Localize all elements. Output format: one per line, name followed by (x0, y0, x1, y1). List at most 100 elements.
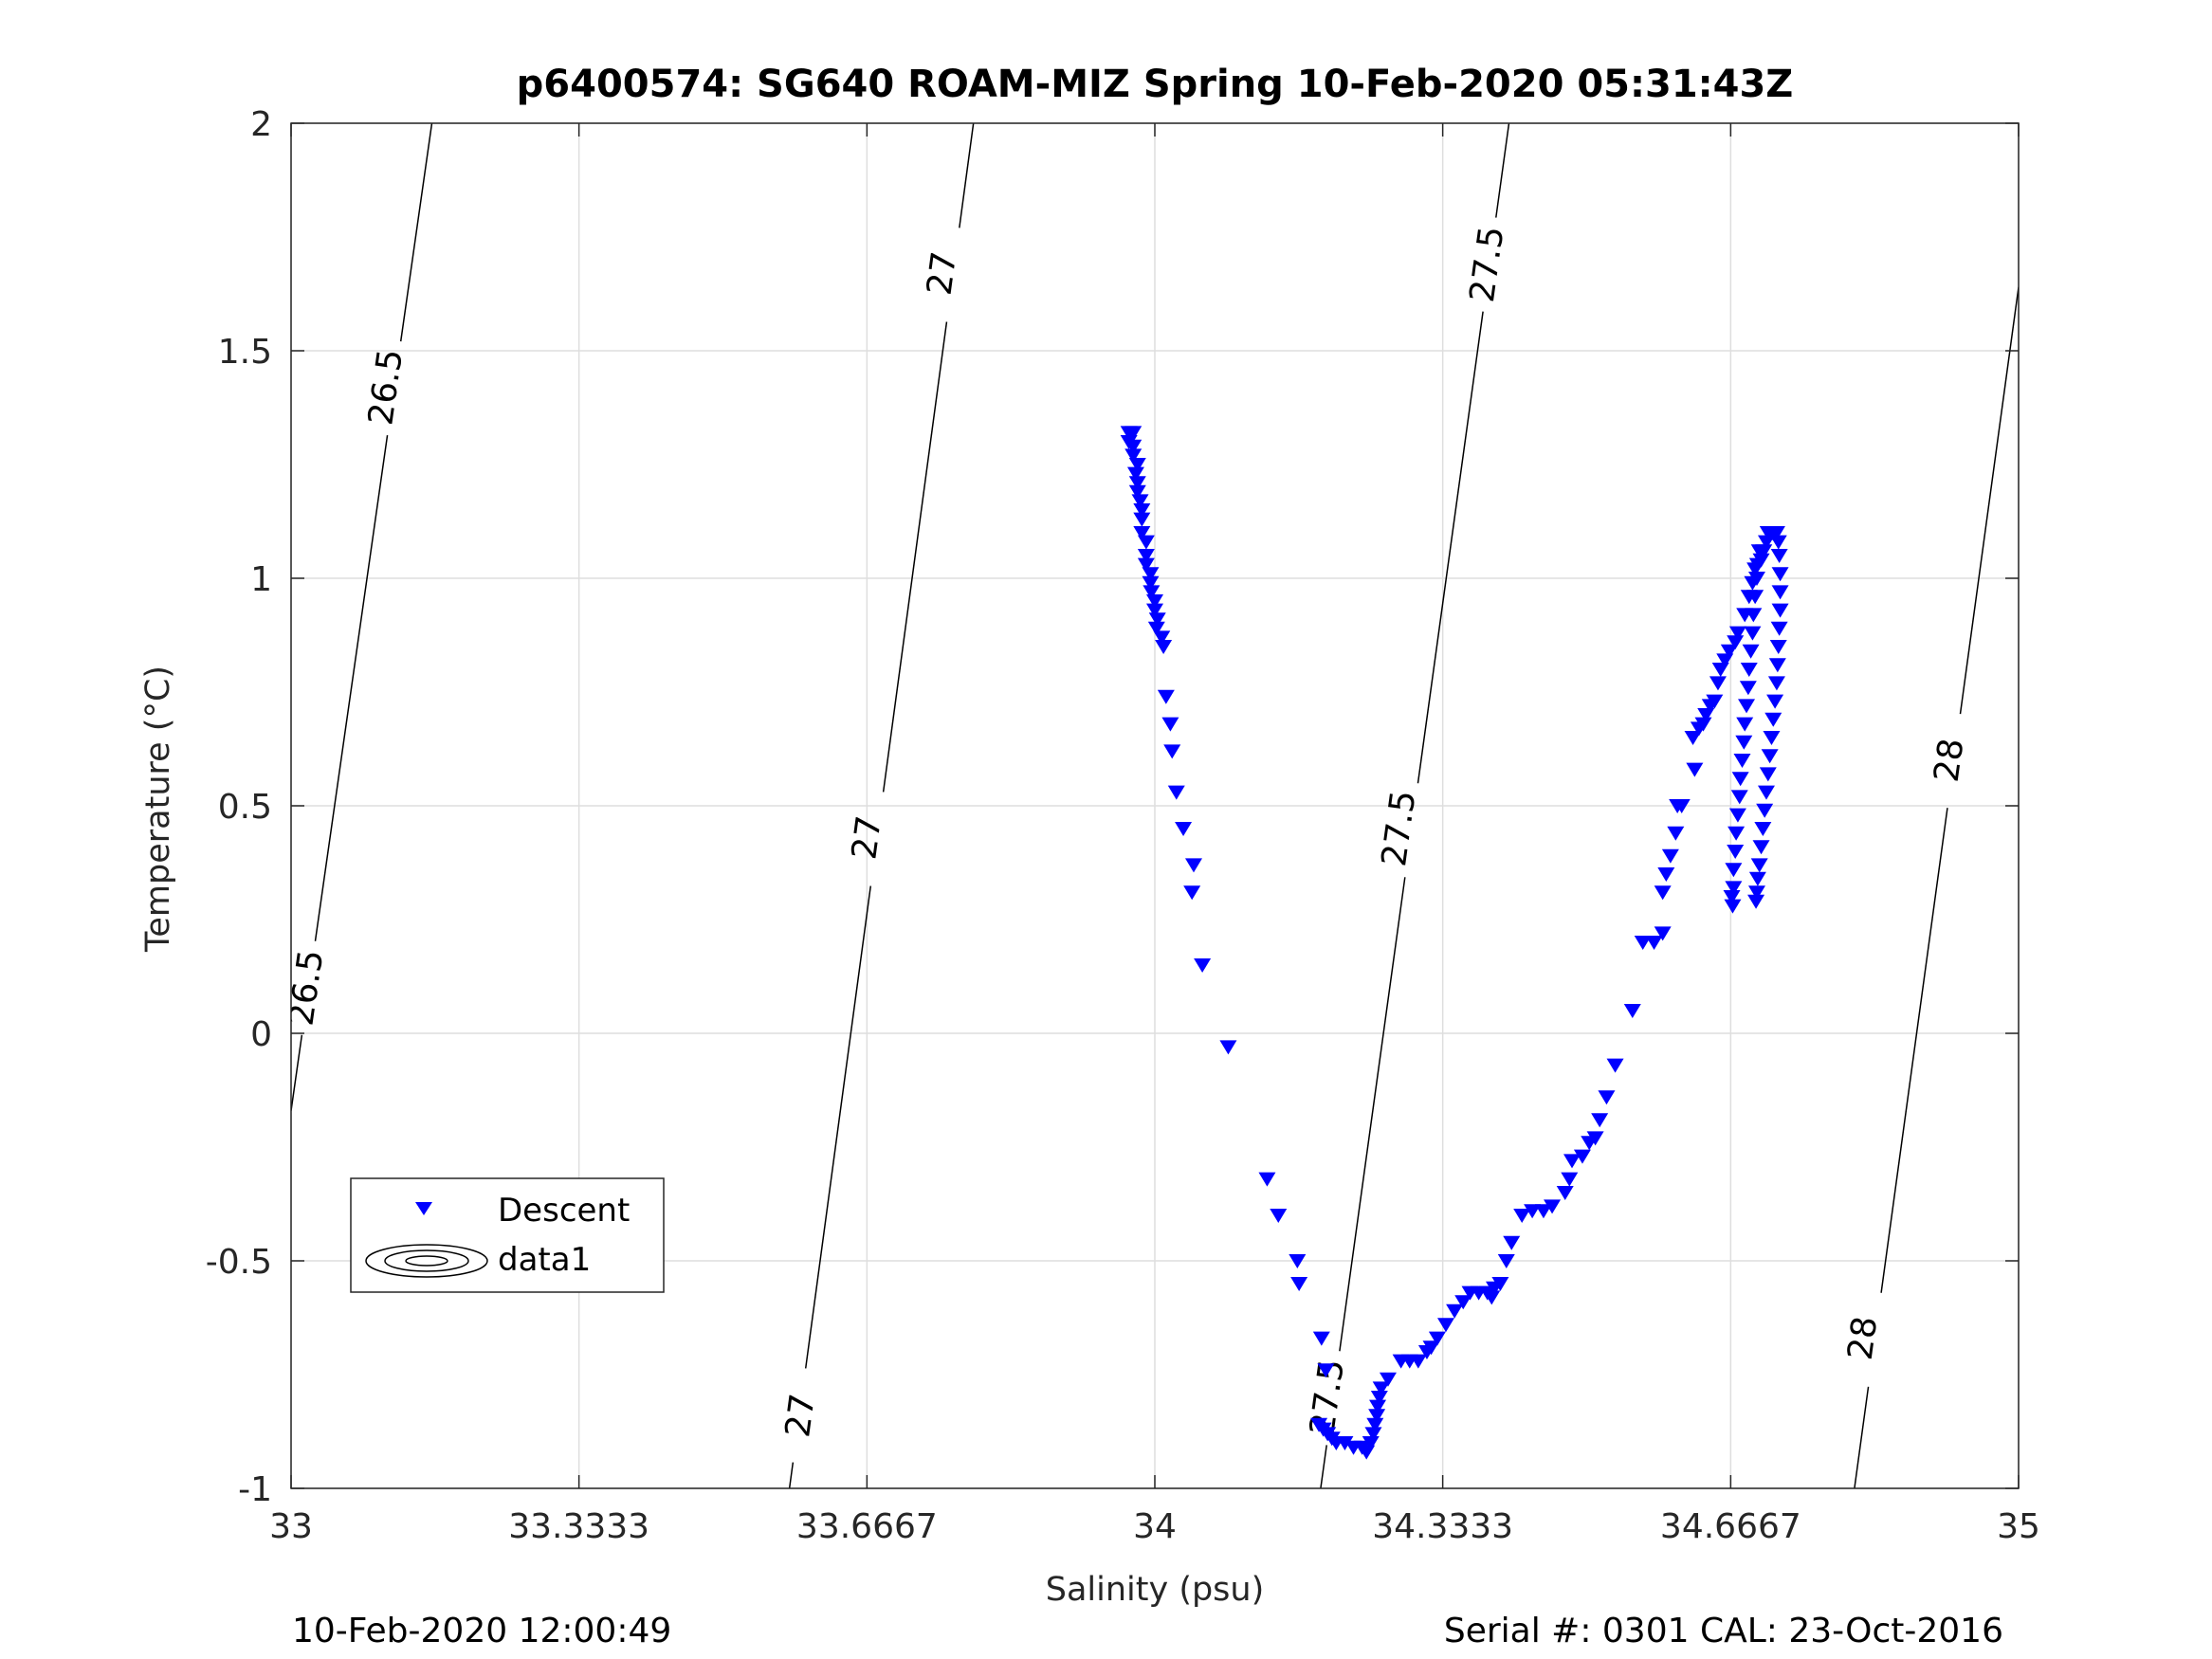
contour-28-segment-2 (1854, 1386, 1870, 1488)
descent-point (1128, 484, 1146, 500)
descent-point (1290, 1277, 1308, 1291)
footer-timestamp: 10-Feb-2020 12:00:49 (292, 1612, 671, 1650)
descent-point (1742, 644, 1760, 659)
descent-point (1770, 549, 1788, 563)
descent-point (1372, 1381, 1390, 1396)
descent-point (1606, 1058, 1624, 1073)
descent-point (1428, 1331, 1446, 1346)
descent-point (1706, 694, 1724, 709)
descent-point (1686, 762, 1704, 777)
descent-point (1524, 1204, 1542, 1219)
descent-point (1673, 799, 1691, 813)
x-tick-label: 34.6667 (1660, 1507, 1801, 1546)
y-tick-label: 0.5 (218, 788, 272, 827)
contour-27-segment-2 (804, 885, 872, 1369)
descent-point (1534, 1204, 1552, 1219)
descent-point (1146, 594, 1163, 609)
descent-point (1184, 858, 1202, 873)
descent-point (1143, 585, 1161, 600)
descent-point (1748, 557, 1766, 573)
descent-point (1491, 1277, 1509, 1291)
descent-point (1709, 676, 1727, 691)
descent-point (1563, 1154, 1581, 1169)
descent-point (1727, 845, 1745, 859)
descent-point (1752, 840, 1770, 855)
descent-point (1379, 1372, 1397, 1387)
descent-point (1167, 785, 1185, 800)
descent-point (1133, 526, 1151, 540)
descent-point (1219, 1040, 1237, 1055)
descent-point (1591, 1113, 1609, 1128)
descent-point (1422, 1340, 1440, 1356)
contour-label-27-1: 27 (845, 813, 889, 862)
y-tick-label: 1.5 (218, 333, 272, 372)
y-tick-label: 1 (250, 560, 272, 599)
descent-point (1694, 717, 1712, 732)
contour-28-segment-0 (1959, 286, 2019, 715)
descent-point (1728, 626, 1746, 641)
descent-point (1124, 426, 1143, 441)
x-tick-label: 33.6667 (796, 1507, 938, 1546)
descent-point (1317, 1363, 1335, 1378)
descent-point (1731, 772, 1749, 787)
legend-data1-label: data1 (498, 1241, 591, 1279)
descent-point (1720, 644, 1738, 659)
descent-point (1503, 1235, 1521, 1250)
x-tick-label: 33 (269, 1507, 313, 1546)
descent-point (1759, 767, 1777, 782)
descent-point (1409, 1354, 1427, 1369)
descent-point (1723, 890, 1741, 904)
descent-point (1364, 1427, 1382, 1442)
descent-point (1124, 448, 1143, 464)
descent-point (1746, 590, 1764, 605)
legend-descent-marker (415, 1202, 432, 1215)
descent-point (1623, 1004, 1641, 1018)
descent-point (1750, 858, 1768, 873)
descent-point (1744, 626, 1762, 641)
descent-point (1556, 1186, 1574, 1200)
contour-27.5-segment-2 (1339, 877, 1406, 1352)
descent-point (1497, 1254, 1515, 1268)
descent-series (1120, 426, 1789, 1460)
descent-point (1437, 1318, 1455, 1333)
descent-point (1370, 1391, 1388, 1405)
descent-point (1771, 567, 1789, 582)
descent-point (1771, 585, 1789, 600)
descent-point (1513, 1209, 1531, 1223)
descent-point (1725, 863, 1743, 878)
descent-point (1131, 494, 1149, 509)
contour-27.5-segment-3 (1320, 1445, 1327, 1488)
descent-point (1769, 640, 1787, 654)
descent-point (1258, 1172, 1276, 1187)
descent-point (1750, 544, 1768, 559)
descent-point (1728, 826, 1746, 841)
descent-point (1126, 466, 1144, 482)
descent-point (1270, 1209, 1288, 1223)
descent-point (1738, 699, 1756, 714)
descent-point (1128, 476, 1146, 491)
descent-point (1747, 885, 1765, 901)
descent-point (1137, 535, 1155, 550)
descent-point (1736, 717, 1754, 732)
descent-point (1761, 749, 1779, 764)
descent-point (1728, 808, 1746, 823)
descent-point (1767, 526, 1785, 540)
descent-point (1598, 1090, 1616, 1105)
descent-point (1454, 1295, 1472, 1310)
contour-27-segment-0 (959, 123, 975, 228)
descent-point (1735, 735, 1753, 750)
legend: Descent data1 (350, 1177, 665, 1293)
descent-point (1763, 731, 1781, 745)
x-tick-label: 33.3333 (508, 1507, 649, 1546)
descent-point (1573, 1149, 1591, 1164)
descent-point (1175, 822, 1193, 836)
descent-point (1137, 557, 1155, 573)
descent-point (1137, 549, 1155, 563)
descent-point (1368, 1409, 1386, 1424)
descent-point (1369, 1399, 1387, 1414)
contour-26.5-segment-2 (291, 1034, 303, 1111)
descent-point (1289, 1254, 1307, 1268)
descent-point (1163, 744, 1181, 759)
descent-point (1147, 621, 1165, 636)
